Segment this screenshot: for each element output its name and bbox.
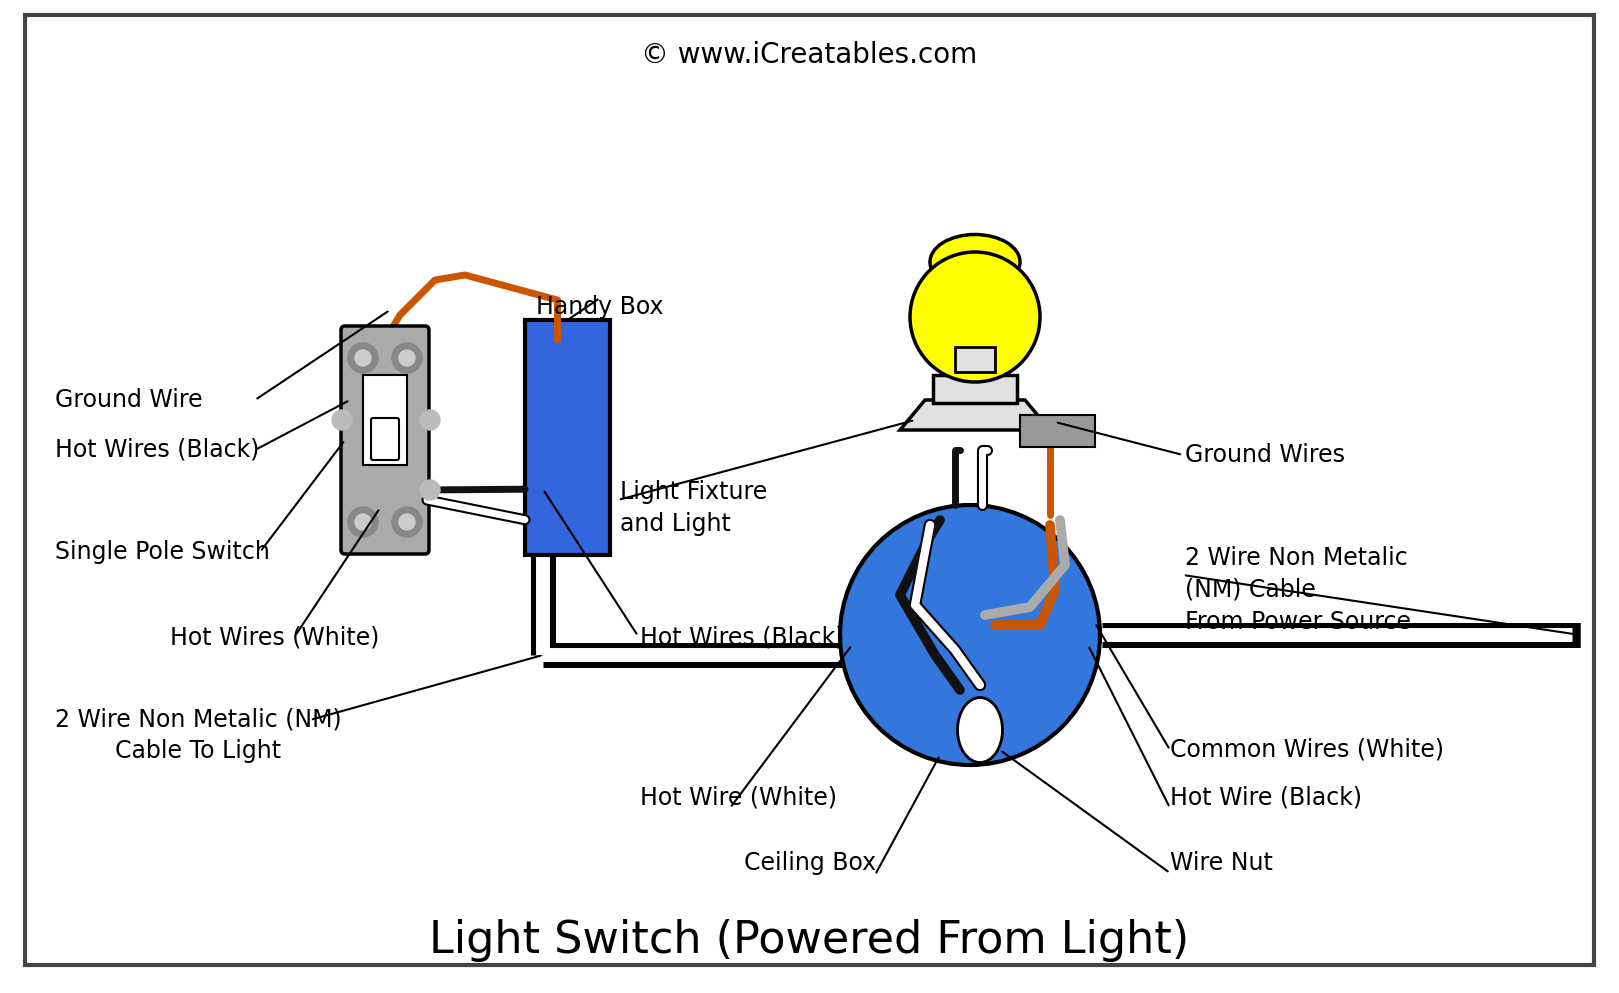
Circle shape: [355, 514, 371, 530]
Bar: [525, 320, 610, 555]
Text: Light Switch (Powered From Light): Light Switch (Powered From Light): [429, 919, 1188, 961]
Text: 2 Wire Non Metalic (NM)
Cable To Light: 2 Wire Non Metalic (NM) Cable To Light: [55, 707, 342, 763]
Ellipse shape: [929, 234, 1020, 290]
Circle shape: [910, 252, 1039, 382]
Text: Wire Nut: Wire Nut: [1171, 851, 1273, 875]
Circle shape: [392, 507, 423, 537]
Polygon shape: [900, 400, 1051, 430]
Circle shape: [355, 350, 371, 366]
Text: © www.iCreatables.com: © www.iCreatables.com: [641, 41, 978, 69]
Text: Single Pole Switch: Single Pole Switch: [55, 540, 270, 564]
Text: Common Wires (White): Common Wires (White): [1171, 738, 1444, 762]
Text: Ground Wire: Ground Wire: [55, 388, 202, 412]
Circle shape: [348, 507, 377, 537]
Bar: [933, 375, 1017, 403]
Circle shape: [392, 343, 423, 373]
Text: Hot Wires (Black): Hot Wires (Black): [640, 626, 845, 650]
Circle shape: [398, 514, 414, 530]
Text: Handy Box: Handy Box: [536, 295, 664, 319]
FancyBboxPatch shape: [371, 418, 398, 460]
Text: Hot Wire (White): Hot Wire (White): [640, 786, 837, 810]
Circle shape: [348, 343, 377, 373]
Bar: [1020, 415, 1094, 447]
Bar: [955, 347, 996, 372]
Text: Hot Wires (White): Hot Wires (White): [170, 626, 379, 650]
Circle shape: [398, 350, 414, 366]
Circle shape: [419, 480, 440, 500]
Circle shape: [332, 410, 351, 430]
Text: Hot Wire (Black): Hot Wire (Black): [1171, 786, 1362, 810]
Bar: [363, 375, 406, 465]
Circle shape: [419, 410, 440, 430]
Text: Light Fixture
and Light: Light Fixture and Light: [620, 481, 767, 536]
Circle shape: [840, 505, 1099, 765]
FancyBboxPatch shape: [342, 326, 429, 554]
Text: Hot Wires (Black): Hot Wires (Black): [55, 438, 259, 462]
Text: Ground Wires: Ground Wires: [1185, 443, 1345, 467]
Text: Ceiling Box: Ceiling Box: [745, 851, 876, 875]
Text: 2 Wire Non Metalic
(NM) Cable
From Power Source: 2 Wire Non Metalic (NM) Cable From Power…: [1185, 546, 1412, 634]
Ellipse shape: [957, 697, 1002, 763]
